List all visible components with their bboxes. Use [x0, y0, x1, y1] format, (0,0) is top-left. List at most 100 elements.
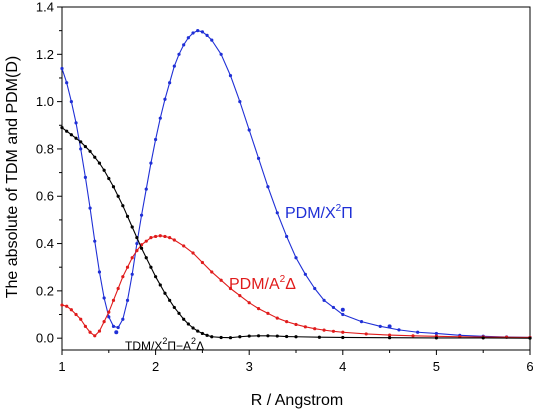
x-tick-label: 5 [433, 359, 440, 374]
data-point [388, 336, 392, 340]
data-point [434, 336, 438, 340]
data-point [125, 298, 130, 302]
data-point [172, 64, 176, 68]
data-point [275, 334, 279, 338]
y-tick-label: 1.2 [36, 47, 54, 62]
data-point [130, 256, 134, 260]
data-point [163, 97, 167, 101]
data-point [168, 236, 172, 240]
data-point [102, 320, 106, 324]
data-point [158, 116, 162, 120]
data-point [135, 241, 139, 246]
data-point [163, 234, 167, 239]
data-point [139, 246, 144, 250]
data-point [434, 331, 438, 336]
data-point [79, 147, 83, 151]
data-point [285, 334, 289, 339]
data-point [364, 332, 368, 336]
data-point [238, 293, 242, 298]
data-point [154, 137, 158, 142]
data-point [83, 175, 87, 179]
axes: 1 2 3 4 5 6 0.0 0.2 0.4 0.6 0.8 1.0 1.2 1.4 [36, 0, 534, 374]
data-point [331, 305, 336, 310]
data-point [97, 161, 102, 165]
data-point [210, 335, 214, 339]
y-axis-title: The absolute of TDM and PDM(D) [4, 56, 21, 298]
data-point-outlier [114, 330, 119, 335]
data-point [388, 333, 392, 337]
data-point [238, 335, 242, 339]
data-point [275, 316, 279, 320]
series-pdm-a2delta [60, 234, 532, 340]
data-point [79, 140, 83, 144]
data-point [107, 315, 111, 319]
data-point [285, 320, 289, 324]
data-point [322, 328, 326, 332]
data-point [313, 286, 317, 291]
x-tick-label: 1 [58, 359, 65, 374]
data-point [200, 331, 204, 336]
data-point [238, 100, 242, 104]
data-point [144, 256, 148, 260]
data-point [411, 334, 415, 338]
data-point [200, 30, 204, 34]
data-point [168, 298, 172, 302]
data-point [186, 36, 190, 40]
data-point [107, 176, 111, 181]
data-point [116, 194, 120, 198]
series-label-tdm-main: TDM/X [125, 339, 162, 353]
x-tick-label: 2 [152, 359, 159, 374]
y-tick-label: 1.4 [36, 0, 54, 15]
data-point [186, 322, 190, 326]
data-point [256, 156, 261, 160]
data-point [341, 312, 345, 317]
data-point [177, 311, 181, 315]
data-point [65, 81, 69, 85]
data-point [149, 265, 153, 269]
data-point [341, 330, 345, 334]
data-point [83, 324, 87, 328]
data-point [256, 334, 261, 338]
data-point [177, 52, 181, 56]
data-point [191, 326, 195, 330]
data-point [69, 308, 73, 312]
data-point [228, 74, 233, 78]
series-line [61, 127, 531, 339]
data-point [154, 275, 158, 279]
data-point [416, 330, 420, 334]
data-point [196, 29, 200, 33]
data-point [135, 236, 139, 240]
data-point [121, 275, 125, 279]
data-point [266, 185, 270, 189]
data-point [135, 249, 139, 253]
data-point [102, 296, 106, 300]
data-point [205, 33, 209, 37]
series-label-tdm: TDM/X2Π−A2Δ [125, 336, 204, 353]
data-point [154, 234, 158, 239]
series-line [61, 235, 531, 339]
data-point [294, 256, 298, 260]
data-point [74, 312, 78, 317]
data-point [83, 144, 87, 149]
data-point [210, 38, 214, 42]
data-point [102, 168, 106, 172]
data-point [247, 128, 251, 132]
data-point [182, 43, 186, 47]
data-point [158, 283, 162, 287]
y-tick-label: 0.4 [36, 236, 54, 251]
data-point [149, 236, 153, 240]
series-label-pdm-a2delta-sup: 2 [280, 274, 286, 285]
data-point [294, 322, 298, 327]
data-point-outlier [387, 324, 392, 329]
data-point [116, 325, 120, 330]
data-point [191, 31, 195, 35]
data-point [182, 244, 186, 248]
data-point [93, 155, 97, 159]
y-tick-label: 0.8 [36, 141, 54, 156]
data-point [65, 129, 69, 133]
data-point [331, 329, 336, 333]
data-point [191, 251, 195, 255]
data-point [125, 265, 130, 269]
data-point [93, 334, 97, 338]
